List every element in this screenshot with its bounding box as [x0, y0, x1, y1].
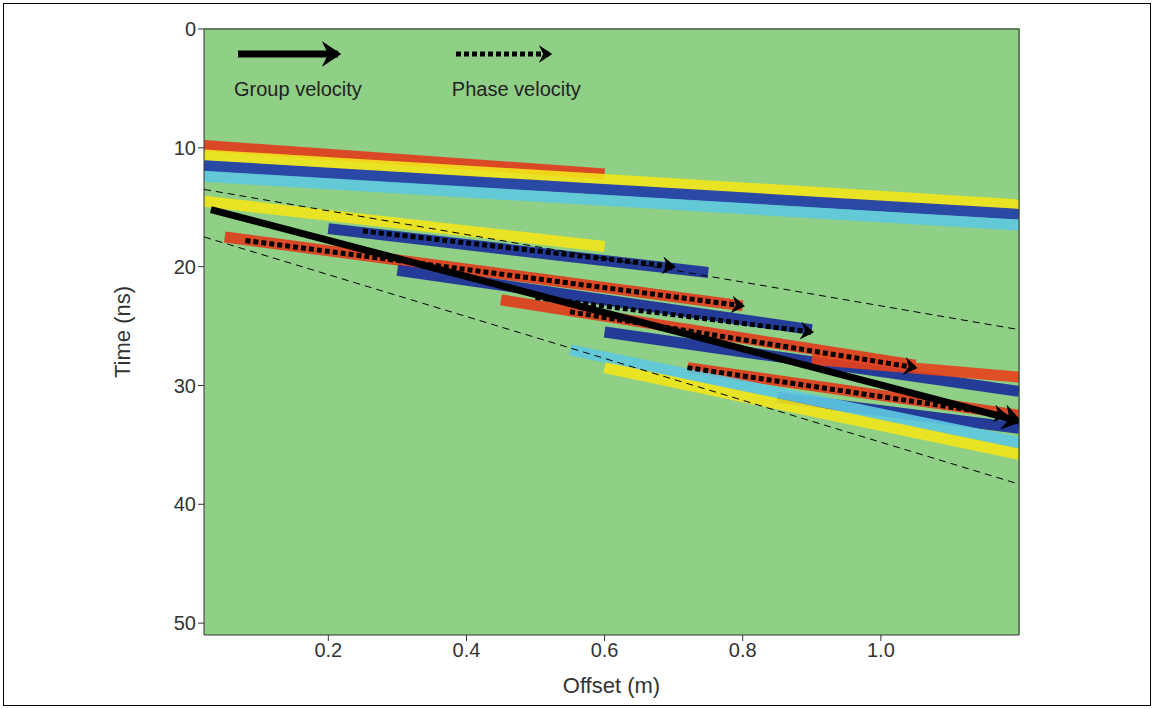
svg-text:Time (ns): Time (ns) [110, 286, 135, 378]
svg-text:30: 30 [174, 375, 196, 397]
svg-text:10: 10 [174, 137, 196, 159]
svg-text:50: 50 [174, 612, 196, 634]
svg-text:0.4: 0.4 [453, 639, 481, 661]
svg-text:Offset (m): Offset (m) [563, 673, 660, 698]
svg-text:0.6: 0.6 [591, 639, 619, 661]
svg-text:0.2: 0.2 [314, 639, 342, 661]
svg-text:20: 20 [174, 256, 196, 278]
svg-text:0.8: 0.8 [729, 639, 757, 661]
svg-text:1.0: 1.0 [867, 639, 895, 661]
svg-text:40: 40 [174, 493, 196, 515]
html-text:Phase velocity: Phase velocity [451, 78, 581, 100]
html-text:Group velocity: Group velocity [234, 78, 362, 100]
svg-text:0: 0 [185, 18, 196, 40]
